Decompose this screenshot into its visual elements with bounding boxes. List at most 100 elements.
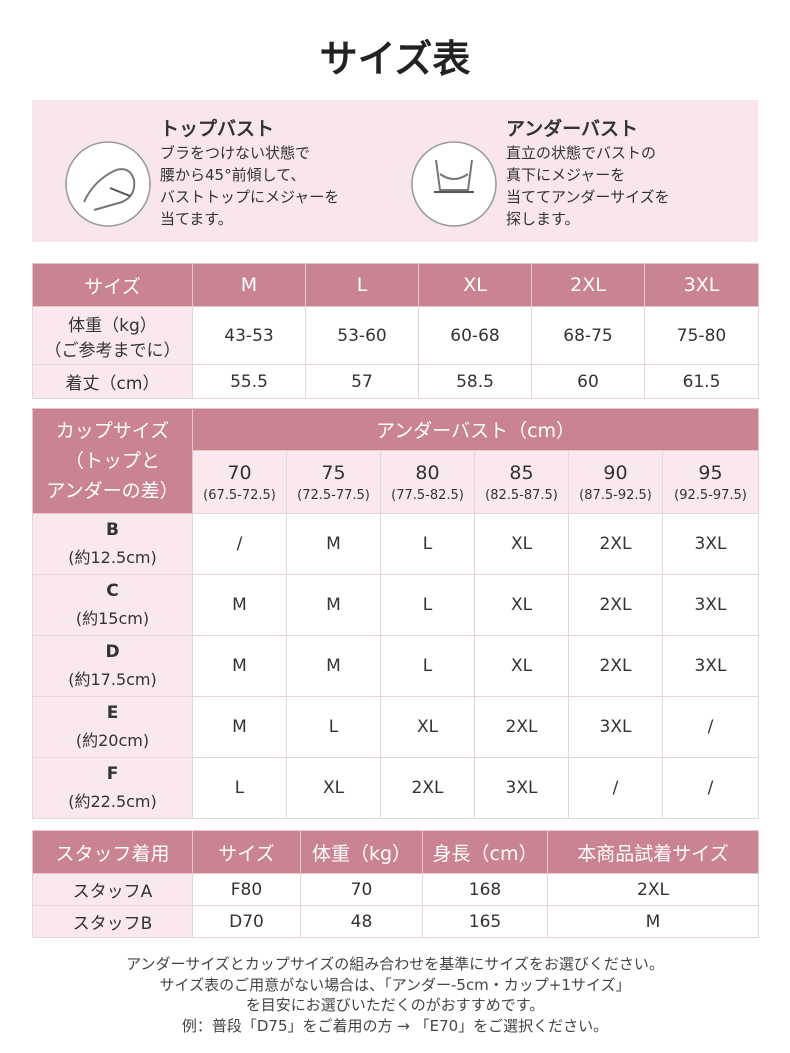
cell: M <box>192 574 287 636</box>
header-cell: 本商品試着サイズ <box>547 830 759 874</box>
corner-line: （トップと <box>64 450 160 472</box>
header-cell: スタッフ着用 <box>32 830 193 874</box>
row: 着丈（cm） 55.5 57 58.5 60 61.5 <box>32 364 759 399</box>
row: E (約20cm) M L XL 2XL 3XL / <box>32 696 760 758</box>
cell: M <box>192 696 287 758</box>
cell: L <box>192 757 287 819</box>
cup: B <box>106 520 119 540</box>
column-range: (67.5-72.5) <box>203 487 276 503</box>
column-head: 85 (82.5-87.5) <box>474 450 569 514</box>
row-label: 着丈（cm） <box>32 364 193 399</box>
header-row: スタッフ着用 サイズ 体重（kg） 身長（cm） 本商品試着サイズ <box>32 830 759 874</box>
measure-line: 探します。 <box>506 210 580 228</box>
row: D (約17.5cm) M M L XL 2XL 3XL <box>32 635 760 697</box>
header-row: サイズ M L XL 2XL 3XL <box>32 263 759 307</box>
label-line: 体重（kg） <box>68 315 157 336</box>
cell: M <box>547 905 759 938</box>
cell: / <box>568 757 663 819</box>
cell: 70 <box>300 873 423 906</box>
label-line: （ご参考までに） <box>44 340 181 361</box>
row-label: E (約20cm) <box>32 696 193 758</box>
row: F (約22.5cm) L XL 2XL 3XL / / <box>32 757 760 819</box>
cell: 48 <box>300 905 423 938</box>
cell: 3XL <box>661 635 760 697</box>
cell: 58.5 <box>418 364 532 399</box>
column-range: (77.5-82.5) <box>391 487 464 503</box>
note-line: 例：普段「D75」をご着用の方 → 「E70」をご選択ください。 <box>181 1016 609 1035</box>
measure-line: 当ててアンダーサイズを <box>506 188 670 206</box>
cell: 3XL <box>474 757 569 819</box>
top-bust-icon <box>65 141 151 227</box>
header-cell: 体重（kg） <box>300 830 423 874</box>
cup-diff: (約20cm) <box>75 731 150 750</box>
row: B (約12.5cm) / M L XL 2XL 3XL <box>32 513 760 575</box>
cell: 2XL <box>547 873 759 906</box>
note-line: アンダーサイズとカップサイズの組み合わせを基準にサイズをお選びください。 <box>126 955 664 973</box>
column-size: 75 <box>321 461 346 484</box>
cup: F <box>106 764 119 784</box>
column-head: 90 (87.5-92.5) <box>568 450 663 514</box>
cell: 3XL <box>661 513 760 575</box>
row: スタッフA F80 70 168 2XL <box>32 873 759 906</box>
measure-line: 真下にメジャーを <box>506 166 626 184</box>
cell: 60 <box>531 364 645 399</box>
column-head: 95 (92.5-97.5) <box>661 450 760 514</box>
row-label: B (約12.5cm) <box>32 513 193 575</box>
cell: M <box>286 513 381 575</box>
cell: 3XL <box>568 696 663 758</box>
cell: 165 <box>422 905 548 938</box>
column-size: 85 <box>509 461 534 484</box>
header-cell: 身長（cm） <box>422 830 548 874</box>
column-head: 70 (67.5-72.5) <box>192 450 287 514</box>
header-cell: サイズ <box>192 830 301 874</box>
cell: L <box>380 635 475 697</box>
cell: 60-68 <box>418 306 532 365</box>
cell: XL <box>286 757 381 819</box>
subheader-row: 70 (67.5-72.5) 75 (72.5-77.5) 80 (77.5-82.5) 8… <box>33 450 760 514</box>
row-label: D (約17.5cm) <box>32 635 193 697</box>
cup: C <box>106 581 119 601</box>
cup-diff: (約12.5cm) <box>68 548 157 567</box>
cell: / <box>661 696 760 758</box>
measure-title: アンダーバスト <box>506 118 639 140</box>
cell: M <box>286 635 381 697</box>
cell: 168 <box>422 873 548 906</box>
cell: L <box>380 513 475 575</box>
cell: 2XL <box>474 696 569 758</box>
cup-table: カップサイズ （トップと アンダーの差） アンダーバスト（cm） 70 (67.5-72.… <box>32 408 760 819</box>
note-line: を目安にお選びいただくのがおすすめです。 <box>245 996 545 1014</box>
header-cell: サイズ <box>32 263 193 307</box>
header-cell: アンダーバスト（cm） <box>191 408 760 451</box>
measure-title: トップバスト <box>160 118 275 140</box>
cell: 3XL <box>661 574 760 636</box>
cell: XL <box>380 696 475 758</box>
row: 体重（kg） （ご参考までに） 43-53 53-60 60-68 68-75 75-80 <box>32 306 759 365</box>
header-cell: 3XL <box>644 263 759 307</box>
header-cell: XL <box>418 263 532 307</box>
column-head: 75 (72.5-77.5) <box>286 450 381 514</box>
cell: 68-75 <box>531 306 645 365</box>
measure-line: ブラをつけない状態で <box>160 144 311 162</box>
cup-diff: (約17.5cm) <box>68 670 157 689</box>
cell: L <box>286 696 381 758</box>
cell: 43-53 <box>192 306 306 365</box>
measure-line: 直立の状態でバストの <box>506 144 657 162</box>
cell: M <box>286 574 381 636</box>
cup-diff: (約22.5cm) <box>68 792 157 811</box>
cell: L <box>380 574 475 636</box>
cell: / <box>192 513 287 575</box>
title: サイズ表 <box>319 37 471 81</box>
header-cell: L <box>305 263 419 307</box>
cell: D70 <box>192 905 301 938</box>
column-head: 80 (77.5-82.5) <box>380 450 475 514</box>
cup: D <box>105 642 120 662</box>
measure-line: 当てます。 <box>160 210 233 228</box>
row-label: 体重（kg） （ご参考までに） <box>32 306 193 365</box>
cup: E <box>106 703 119 723</box>
column-range: (72.5-77.5) <box>297 487 370 503</box>
column-size: 95 <box>698 461 723 484</box>
column-range: (87.5-92.5) <box>579 487 652 503</box>
size-table: サイズ M L XL 2XL 3XL 体重（kg） （ご参考までに） 43-53 53-60 60-… <box>32 263 759 399</box>
